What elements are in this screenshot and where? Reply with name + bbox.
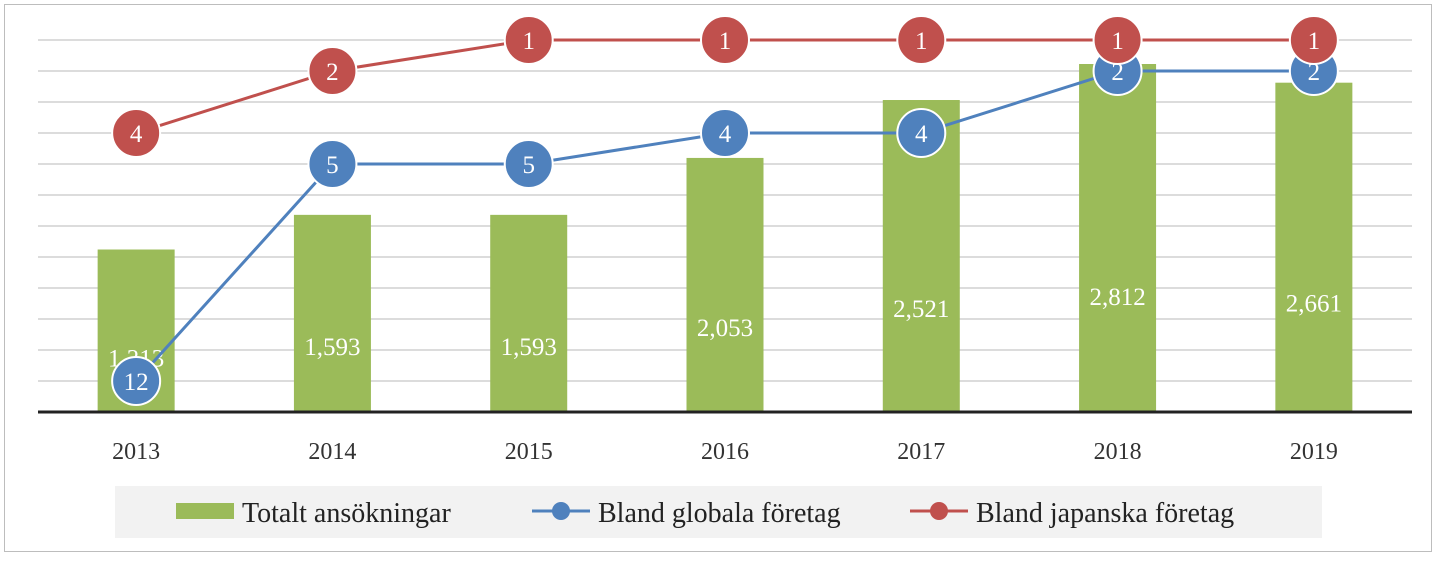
legend-background [115,486,1322,538]
x-tick-label-2016: 2016 [701,439,749,465]
marker-label-japanese-2019: 1 [1308,28,1321,55]
legend-marker-japanese [930,502,948,520]
marker-global-2017 [896,108,947,158]
marker-japanese-2017 [896,15,947,65]
marker-label-japanese-2015: 1 [522,28,535,55]
legend-label-global: Bland globala företag [598,498,841,529]
marker-global-2014 [307,139,358,189]
marker-label-global-2017: 4 [915,121,928,148]
marker-label-global-2019: 2 [1308,59,1321,86]
bar-label-2017: 2,521 [893,296,949,323]
bar-label-2018: 2,812 [1089,284,1145,311]
bar-2014 [293,214,371,412]
marker-label-japanese-2013: 4 [130,121,143,148]
marker-japanese-2014 [307,46,358,96]
marker-label-global-2013: 12 [124,369,149,396]
marker-label-japanese-2016: 1 [719,28,732,55]
marker-label-japanese-2018: 1 [1111,28,1124,55]
bar-2015 [490,214,568,412]
legend: Totalt ansökningar Bland globala företag B… [115,486,1322,538]
bar-2019 [1275,82,1353,412]
marker-label-global-2016: 4 [719,121,732,148]
x-tick-label-2018: 2018 [1094,439,1142,465]
marker-label-japanese-2014: 2 [326,59,339,86]
bar-label-2019: 2,661 [1286,290,1342,317]
bar-label-2016: 2,053 [697,315,753,342]
marker-japanese-2019 [1288,15,1339,65]
marker-label-global-2014: 5 [326,152,339,179]
legend-label-total: Totalt ansökningar [242,498,451,529]
legend-marker-global [552,502,570,520]
x-tick-label-2014: 2014 [308,439,356,465]
x-tick-label-2015: 2015 [505,439,553,465]
marker-global-2013 [111,356,162,406]
marker-japanese-2018 [1092,15,1143,65]
marker-japanese-2015 [503,15,554,65]
marker-label-global-2018: 2 [1111,59,1124,86]
marker-japanese-2016 [700,15,750,65]
x-axis: 2013 2014 2015 2016 2017 2018 2019 [38,410,1412,465]
marker-label-global-2015: 5 [522,152,535,179]
x-tick-label-2013: 2013 [112,439,160,465]
bar-label-2015: 1,593 [501,334,557,361]
marker-global-2015 [503,139,554,189]
marker-label-japanese-2017: 1 [915,28,928,55]
marker-japanese-2013 [111,108,162,158]
bar-2016 [686,157,764,412]
legend-label-japanese: Bland japanska företag [976,498,1234,529]
line-series: 12 5 5 4 4 2 2 4 2 1 1 1 1 1 [111,15,1339,406]
legend-swatch-total [176,503,234,519]
bar-2018 [1079,64,1157,412]
x-tick-label-2019: 2019 [1290,439,1338,465]
marker-global-2016 [700,108,750,158]
x-tick-label-2017: 2017 [897,439,945,465]
bar-label-2014: 1,593 [304,334,360,361]
